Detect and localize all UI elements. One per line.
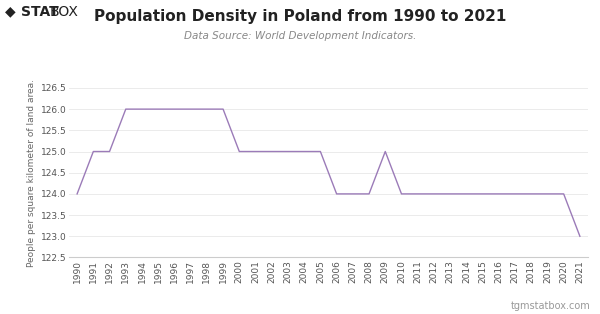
Text: Data Source: World Development Indicators.: Data Source: World Development Indicator…	[184, 31, 416, 41]
Text: ◆: ◆	[5, 5, 16, 19]
Text: STAT: STAT	[21, 5, 59, 19]
Text: Population Density in Poland from 1990 to 2021: Population Density in Poland from 1990 t…	[94, 9, 506, 24]
Text: BOX: BOX	[49, 5, 78, 19]
Y-axis label: People per square kilometer of land area.: People per square kilometer of land area…	[28, 79, 37, 267]
Text: tgmstatbox.com: tgmstatbox.com	[511, 301, 591, 311]
